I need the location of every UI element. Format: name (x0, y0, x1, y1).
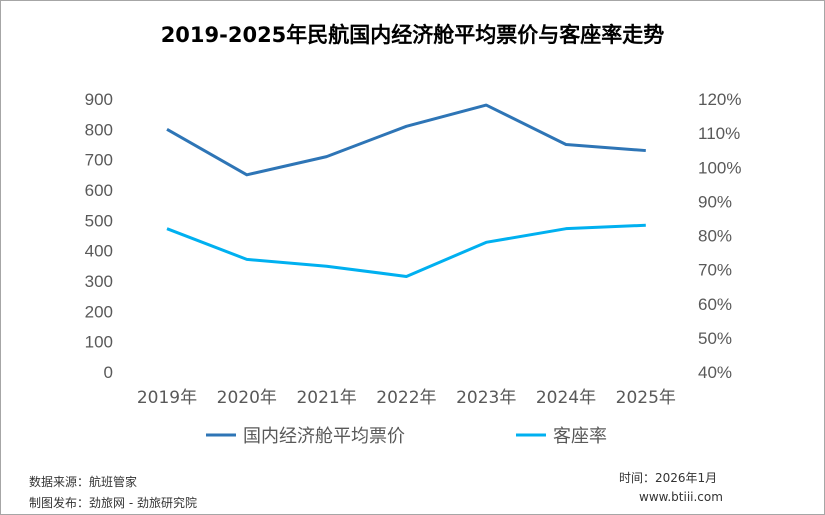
x-axis-tick-label: 2022年 (376, 388, 436, 408)
x-axis-tick-label: 2019年 (137, 388, 197, 408)
time-note: 时间：2026年1月 (619, 471, 718, 485)
left-axis-tick-label: 300 (85, 272, 113, 291)
right-axis-tick-label: 80% (698, 227, 732, 246)
left-axis-tick-label: 400 (85, 242, 113, 261)
left-axis-tick-label: 700 (85, 151, 113, 170)
right-axis-tick-label: 60% (698, 295, 732, 314)
left-axis-tick-label: 100 (85, 333, 113, 352)
right-axis-tick-label: 40% (698, 363, 732, 382)
left-axis-tick-label: 500 (85, 211, 113, 230)
producer-note: 制图发布：劲旅网 - 劲旅研究院 (29, 496, 197, 510)
left-axis-tick-label: 200 (85, 302, 113, 321)
legend-label: 国内经济舱平均票价 (243, 426, 405, 447)
x-axis-tick-label: 2023年 (456, 388, 516, 408)
right-axis-tick-label: 70% (698, 261, 732, 280)
chart-title: 2019-2025年民航国内经济舱平均票价与客座率走势 (160, 23, 665, 47)
series-line-fare (166, 103, 646, 177)
left-axis-tick-label: 900 (85, 90, 113, 109)
right-axis-tick-label: 90% (698, 192, 732, 211)
left-axis-tick-label: 600 (85, 181, 113, 200)
x-axis-tick-label: 2024年 (536, 388, 596, 408)
right-axis-tick-label: 100% (698, 158, 741, 177)
site-url: www.btiii.com (639, 490, 723, 504)
right-axis-tick-label: 50% (698, 329, 732, 348)
source-note: 数据来源：航班管家 (29, 475, 138, 489)
x-axis-tick-label: 2025年 (616, 388, 676, 408)
x-axis-tick-label: 2021年 (296, 388, 356, 408)
x-axis-tick-label: 2020年 (217, 388, 277, 408)
left-axis-tick-label: 0 (104, 363, 113, 382)
legend-label: 客座率 (553, 426, 607, 447)
series-line-load-factor (166, 223, 646, 278)
right-axis-tick-label: 120% (698, 90, 741, 109)
left-axis-tick-label: 800 (85, 120, 113, 139)
right-axis-tick-label: 110% (698, 124, 740, 143)
